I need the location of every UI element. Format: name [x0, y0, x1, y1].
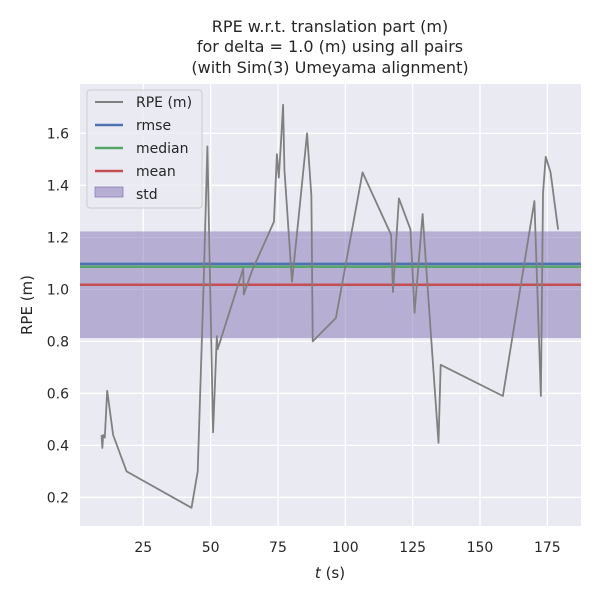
legend-label-rmse: rmse [136, 118, 171, 134]
x-axis-label-var: t [315, 564, 322, 582]
y-tick-labels: 0.2 0.4 0.6 0.8 1.0 1.2 1.4 1.6 [47, 126, 69, 506]
y-tick-label: 1.4 [47, 178, 69, 194]
series-group [100, 103, 559, 509]
legend: RPE (m) rmse median mean std [86, 89, 203, 209]
legend-label-median: median [136, 141, 188, 157]
x-tick-label: 75 [269, 540, 287, 556]
x-tick-label: 100 [332, 540, 359, 556]
y-tick-label: 0.8 [47, 334, 69, 350]
y-tick-label: 1.0 [47, 282, 69, 298]
legend-label-mean: mean [136, 164, 176, 180]
stat-lines-group [80, 262, 581, 286]
x-tick-label: 25 [134, 540, 152, 556]
chart-title-line-1: RPE w.r.t. translation part (m) [212, 17, 448, 36]
legend-label-std: std [136, 187, 158, 203]
y-tick-label: 0.6 [47, 386, 69, 402]
chart-title-line-3: (with Sim(3) Umeyama alignment) [191, 58, 468, 77]
legend-label-rpe: RPE (m) [136, 95, 192, 111]
x-axis-label-unit: (s) [321, 564, 345, 582]
chart-title-line-2: for delta = 1.0 (m) using all pairs [197, 37, 463, 56]
x-tick-label: 150 [467, 540, 494, 556]
x-tick-label: 125 [399, 540, 426, 556]
legend-frame [86, 89, 203, 209]
x-tick-label: 175 [534, 540, 561, 556]
y-tick-label: 1.6 [47, 126, 69, 142]
y-axis-label: RPE (m) [18, 275, 36, 335]
x-axis-label: t (s) [315, 564, 345, 582]
x-tick-labels: 25 50 75 100 125 150 175 [134, 540, 560, 556]
x-tick-label: 50 [202, 540, 220, 556]
y-tick-label: 1.2 [47, 230, 69, 246]
legend-swatch-std [94, 186, 124, 198]
rpe-series-line [100, 103, 559, 509]
y-tick-label: 0.2 [47, 490, 69, 506]
y-tick-label: 0.4 [47, 438, 69, 454]
